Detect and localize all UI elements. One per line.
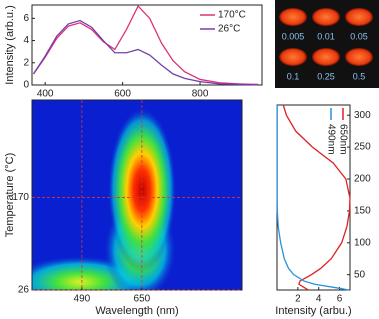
x-tick-label: 490 — [74, 294, 91, 305]
x-tick-label: 400 — [37, 89, 54, 100]
series-line — [276, 105, 350, 291]
x-tick-label: 4 — [316, 294, 322, 305]
y-tick-label: 150 — [354, 206, 371, 217]
y-tick-label: 26 — [18, 285, 30, 296]
photo-label: 0.25 — [317, 71, 335, 81]
y-tick-label: 300 — [354, 110, 371, 121]
legend-label: 170°C — [218, 10, 246, 21]
photo-label: 0.05 — [350, 31, 368, 41]
y-axis-label: Intensity (arb.u.) — [4, 5, 16, 84]
x-tick-label: 800 — [192, 89, 209, 100]
y-tick-label: 50 — [354, 269, 366, 280]
x-axis-label: Intensity (arbu.) — [275, 305, 351, 317]
plot-frame — [31, 4, 263, 86]
photo-label: 0.5 — [353, 71, 366, 81]
photo-label: 0.005 — [282, 31, 305, 41]
y-tick-label: 170 — [12, 192, 29, 203]
y-tick-label: 2 — [23, 57, 29, 68]
x-tick-label: 2 — [295, 294, 301, 305]
photo-label: 0.1 — [287, 71, 300, 81]
series-line — [33, 19, 259, 86]
x-tick-label: 600 — [114, 89, 131, 100]
x-tick-label: 6 — [337, 294, 343, 305]
y-tick-label: 0 — [23, 80, 29, 91]
heatmap-image — [32, 100, 242, 290]
y-axis-label: Temperature (°C) — [4, 153, 16, 237]
legend-label: 650nm — [337, 124, 348, 155]
series-line — [282, 104, 351, 291]
x-tick-label: 650 — [134, 294, 151, 305]
photo-label: 0.01 — [317, 31, 335, 41]
photo: 0.005 0.01 0.05 0.1 0.25 0.5 — [275, 0, 379, 88]
y-tick-label: 4 — [23, 35, 29, 46]
legend-label: 26°C — [218, 24, 240, 35]
series-line — [33, 4, 259, 86]
y-tick-label: 6 — [23, 13, 29, 24]
y-tick-label: 250 — [354, 142, 371, 153]
legend-label: 490nm — [325, 124, 336, 155]
y-tick-label: 200 — [354, 174, 371, 185]
x-axis-label: Wavelength (nm) — [95, 305, 178, 317]
y-tick-label: 100 — [354, 237, 371, 248]
